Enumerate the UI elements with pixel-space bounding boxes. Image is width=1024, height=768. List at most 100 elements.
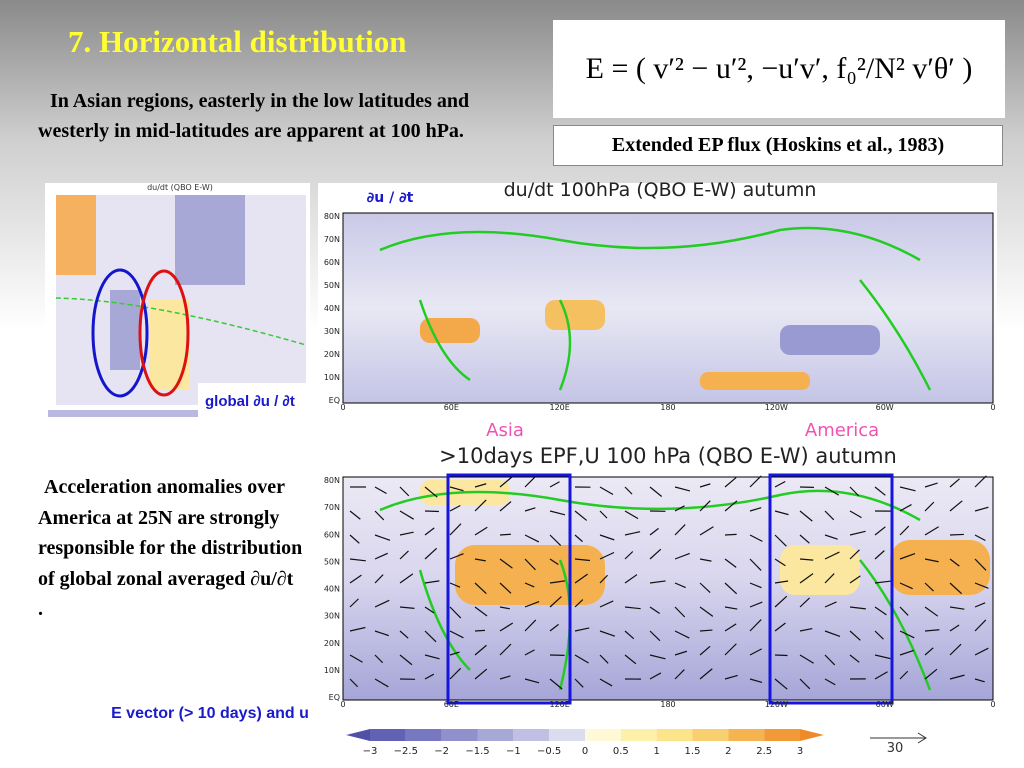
vector bbox=[899, 582, 913, 590]
colorbar-label: −3 bbox=[363, 746, 378, 757]
vector bbox=[449, 582, 461, 588]
vector bbox=[974, 647, 989, 656]
vector bbox=[699, 668, 713, 680]
vector bbox=[749, 619, 762, 632]
colorbar: −3 −2.5 −2 −1.5 −1 −0.5 0 0.5 1 1.5 2 2.5 3 bbox=[346, 729, 824, 757]
vector bbox=[899, 670, 909, 680]
vector bbox=[499, 558, 513, 569]
vector bbox=[399, 606, 415, 609]
lat-label: EQ bbox=[329, 396, 340, 405]
vector bbox=[374, 486, 387, 495]
vector bbox=[774, 580, 789, 584]
coastline bbox=[379, 226, 932, 391]
vector bbox=[374, 599, 390, 608]
vector bbox=[474, 668, 488, 680]
blob bbox=[175, 195, 245, 285]
vector bbox=[474, 558, 486, 562]
vector bbox=[624, 531, 641, 536]
vector bbox=[549, 580, 566, 584]
vector bbox=[774, 558, 786, 567]
vector bbox=[399, 573, 414, 584]
vector bbox=[824, 678, 836, 686]
vector bbox=[399, 531, 414, 536]
vector bbox=[874, 580, 891, 584]
colorbar-label: −1 bbox=[506, 746, 521, 757]
vector bbox=[774, 678, 788, 690]
vector bbox=[474, 483, 487, 488]
vector bbox=[899, 649, 914, 656]
vector bbox=[374, 574, 384, 584]
vector bbox=[449, 651, 460, 656]
vector bbox=[924, 647, 934, 656]
vector bbox=[499, 606, 510, 610]
vector bbox=[924, 606, 939, 617]
vector bbox=[649, 630, 661, 642]
vector bbox=[524, 476, 536, 488]
vector bbox=[874, 606, 887, 616]
vector bbox=[849, 630, 861, 641]
vector bbox=[674, 524, 686, 536]
vector bbox=[774, 480, 786, 488]
vector bbox=[924, 558, 939, 563]
vector bbox=[374, 630, 389, 637]
vector bbox=[949, 606, 965, 610]
vector bbox=[349, 598, 359, 608]
vector bbox=[524, 678, 540, 684]
map-plot bbox=[342, 212, 994, 404]
vector bbox=[749, 507, 762, 512]
vector bbox=[649, 548, 662, 560]
vector bbox=[849, 606, 866, 610]
vector bbox=[424, 673, 435, 680]
vector bbox=[549, 623, 559, 632]
vector bbox=[974, 602, 986, 608]
vector bbox=[524, 582, 535, 588]
vectors bbox=[349, 475, 989, 690]
vector bbox=[649, 580, 666, 584]
vector bbox=[399, 510, 414, 520]
vector bbox=[424, 580, 440, 584]
vector bbox=[474, 499, 487, 512]
vector bbox=[774, 534, 787, 547]
tropopause bbox=[55, 297, 307, 346]
vector bbox=[499, 675, 511, 680]
vector bbox=[724, 606, 738, 610]
vector bbox=[924, 629, 940, 632]
vector bbox=[624, 574, 638, 584]
vector bbox=[699, 629, 713, 632]
region-box bbox=[768, 473, 894, 705]
vector bbox=[449, 667, 462, 680]
vector bbox=[949, 624, 960, 632]
vector bbox=[449, 553, 464, 560]
vector bbox=[874, 526, 886, 536]
vector bbox=[874, 630, 884, 640]
colorbar-swatch bbox=[692, 729, 729, 741]
vector bbox=[524, 534, 540, 543]
vector bbox=[474, 629, 486, 632]
lon-label: 120E bbox=[550, 700, 570, 709]
vector bbox=[624, 486, 633, 495]
colorbar-label: 1 bbox=[653, 746, 659, 757]
vector bbox=[799, 573, 814, 584]
colorbar-label: −2.5 bbox=[394, 746, 418, 757]
vector bbox=[874, 671, 888, 680]
colorbar-swatch bbox=[370, 729, 406, 741]
vector bbox=[449, 630, 464, 639]
vector bbox=[824, 630, 841, 638]
vector bbox=[799, 510, 813, 522]
colorbar-label: 0.5 bbox=[613, 746, 629, 757]
vector bbox=[474, 606, 488, 617]
vector bbox=[824, 573, 835, 584]
vector bbox=[724, 582, 738, 595]
blob bbox=[455, 545, 605, 605]
vector bbox=[499, 643, 512, 656]
vector bbox=[949, 478, 960, 488]
bottom-lon-labels: 0 60E 120E 180 120W 60W 0 bbox=[340, 700, 995, 709]
vector bbox=[474, 644, 487, 656]
vector bbox=[374, 552, 388, 560]
vector bbox=[349, 510, 361, 520]
vector bbox=[524, 507, 536, 512]
vector bbox=[724, 533, 737, 536]
panel-title: du/dt (QBO E-W) bbox=[147, 183, 213, 192]
lat-label: EQ bbox=[329, 693, 340, 702]
